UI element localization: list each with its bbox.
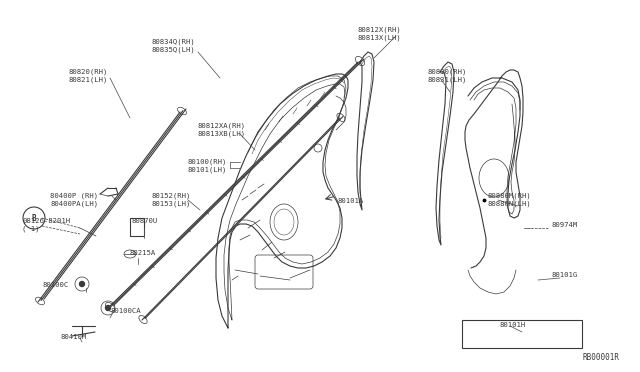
Bar [462, 320, 582, 348]
Text: 80101G: 80101G [552, 272, 579, 278]
Text: 80100(RH)
80101(LH): 80100(RH) 80101(LH) [188, 158, 227, 173]
Text: 80870U: 80870U [132, 218, 158, 224]
Text: 80101H: 80101H [500, 322, 526, 328]
Text: 80215A: 80215A [130, 250, 156, 256]
Text: 80410M: 80410M [60, 334, 86, 340]
Text: 80830(RH)
80831(LH): 80830(RH) 80831(LH) [428, 68, 467, 83]
Text: 80820(RH)
80821(LH): 80820(RH) 80821(LH) [68, 68, 108, 83]
Circle shape [79, 282, 84, 286]
Text: 80812X(RH)
80813X(LH): 80812X(RH) 80813X(LH) [358, 26, 402, 41]
Circle shape [106, 305, 111, 311]
Text: 80101A: 80101A [338, 198, 364, 204]
Text: 80152(RH)
80153(LH): 80152(RH) 80153(LH) [152, 192, 191, 206]
Text: 80100C: 80100C [42, 282, 68, 288]
Text: 80400P (RH)
80400PA(LH): 80400P (RH) 80400PA(LH) [50, 192, 98, 206]
Text: 80834Q(RH)
80835Q(LH): 80834Q(RH) 80835Q(LH) [152, 38, 196, 52]
Text: B: B [32, 214, 36, 222]
Bar [130, 218, 144, 236]
Text: 80100CA: 80100CA [110, 308, 141, 314]
Text: 80812XA(RH)
80813XB(LH): 80812XA(RH) 80813XB(LH) [198, 122, 246, 137]
Text: 08126-8201H
( 1): 08126-8201H ( 1) [22, 218, 70, 232]
Text: 80974M: 80974M [552, 222, 579, 228]
Text: 80880M(RH)
80880N(LH): 80880M(RH) 80880N(LH) [488, 192, 532, 206]
Text: RB00001R: RB00001R [583, 353, 620, 362]
